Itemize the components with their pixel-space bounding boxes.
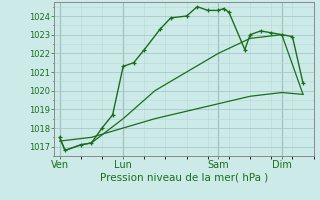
X-axis label: Pression niveau de la mer( hPa ): Pression niveau de la mer( hPa ) <box>100 173 268 183</box>
